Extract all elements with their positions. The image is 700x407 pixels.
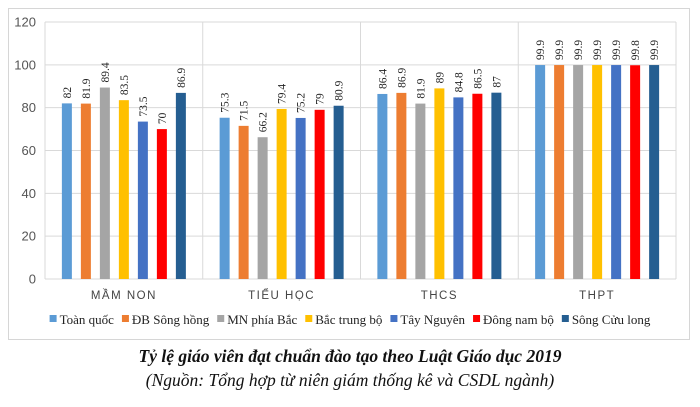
data-label: 99.8 [630,40,642,60]
bar [415,103,426,279]
data-label: 99.9 [592,40,604,60]
legend-item: ĐB Sông hồng [121,312,210,327]
gridlines [44,21,677,280]
legend-item: Toàn quốc [49,312,115,327]
data-label: 82 [62,87,74,99]
legend-item: MN phía Bắc [217,312,297,327]
legend-item: Tây Nguyên [390,312,466,327]
bar [649,65,660,279]
bar [592,65,603,279]
legend-swatch [561,315,569,322]
bar [61,103,72,279]
bar [118,100,129,279]
legend-label: Tây Nguyên [400,312,465,327]
y-tick-label: 80 [22,100,36,115]
data-label: 79 [315,93,327,105]
data-label: 99.9 [611,40,623,60]
data-labels: 82 81.9 89.4 83.5 73.5 70 86.9 75.3 71.5 66.2 79.4… [62,40,661,133]
data-label: 79.4 [277,84,289,104]
legend-swatch [217,315,225,322]
data-label: 66.2 [258,112,270,132]
legend-swatch [49,315,57,322]
category-label: THPT [579,290,615,302]
bar [156,129,167,279]
data-label: 89.4 [100,62,112,82]
legend: Toàn quốc ĐB Sông hồng MN phía Bắc Bắc trun… [49,312,651,327]
bar [554,65,565,279]
data-label: 80.9 [334,80,346,100]
legend-swatch [121,315,129,322]
bar [535,65,546,279]
data-label: 86.5 [472,68,484,88]
data-label: 75.2 [296,93,308,113]
bar [219,117,230,279]
bar [99,87,110,279]
data-label: 70 [157,112,169,124]
data-label: 84.8 [453,72,465,92]
legend-swatch [390,315,398,322]
bar [573,65,584,279]
data-label: 99.9 [573,40,585,60]
bar [453,97,464,280]
data-label: 87 [491,76,503,88]
legend-item: Bắc trung bộ [305,312,382,327]
data-label: 99.9 [649,40,661,60]
data-label: 89 [434,72,446,84]
legend-label: Toàn quốc [60,312,115,327]
bar [295,117,306,280]
bar [611,65,622,279]
category-label: TIỂU HỌC [248,289,315,302]
bar [333,105,344,279]
bar [238,125,249,279]
bar [377,93,388,280]
bar [630,65,641,280]
bar [276,108,287,280]
chart-title: Tỷ lệ giáo viên đạt chuẩn đào tạo theo L… [138,346,562,366]
legend-item: Đông nam bộ [473,312,554,327]
data-label: 86.9 [176,68,188,88]
y-tick-label: 40 [22,186,36,201]
legend-label: ĐB Sông hồng [132,312,210,327]
y-axis-ticks: 0 20 40 60 80 100 120 [14,15,36,287]
y-tick-label: 60 [22,143,36,158]
legend-label: MN phía Bắc [227,312,297,327]
data-label: 81.9 [415,78,427,98]
legend-item: Sông Cửu long [561,312,651,327]
bar-chart: 0 20 40 60 80 100 120 82 81.9 89.4 83.5 73.5 70 86.9… [14,15,677,327]
bars [61,65,660,280]
caption: Tỷ lệ giáo viên đạt chuẩn đào tạo theo L… [0,344,700,392]
data-label: 86.4 [377,69,389,89]
legend-label: Sông Cửu long [572,312,651,327]
y-tick-label: 0 [29,272,36,287]
y-tick-label: 100 [14,57,36,72]
bar [257,137,268,279]
data-label: 71.5 [239,100,251,120]
data-label: 99.9 [554,40,566,60]
legend-label: Đông nam bộ [483,312,554,327]
bar [314,109,325,279]
y-tick-label: 120 [14,15,36,30]
bar [396,92,407,280]
chart-subtitle: (Nguồn: Tổng hợp từ niên giám thống kê v… [145,370,555,390]
y-tick-label: 20 [22,229,36,244]
bar [491,92,502,279]
bar [80,103,91,279]
data-label: 75.3 [220,92,232,112]
data-label: 83.5 [119,75,131,95]
bar [175,92,186,280]
data-label: 86.9 [396,68,408,88]
bar [434,88,445,280]
legend-label: Bắc trung bộ [315,312,382,327]
category-labels: MẦM NON TIỂU HỌC THCS THPT [91,289,615,302]
data-label: 99.9 [535,40,547,60]
category-label: MẦM NON [91,289,157,302]
category-label: THCS [421,290,458,302]
data-label: 81.9 [81,78,93,98]
legend-swatch [305,315,313,322]
legend-swatch [473,315,481,322]
bar [472,93,483,279]
data-label: 73.5 [138,96,150,116]
bar [137,121,148,280]
